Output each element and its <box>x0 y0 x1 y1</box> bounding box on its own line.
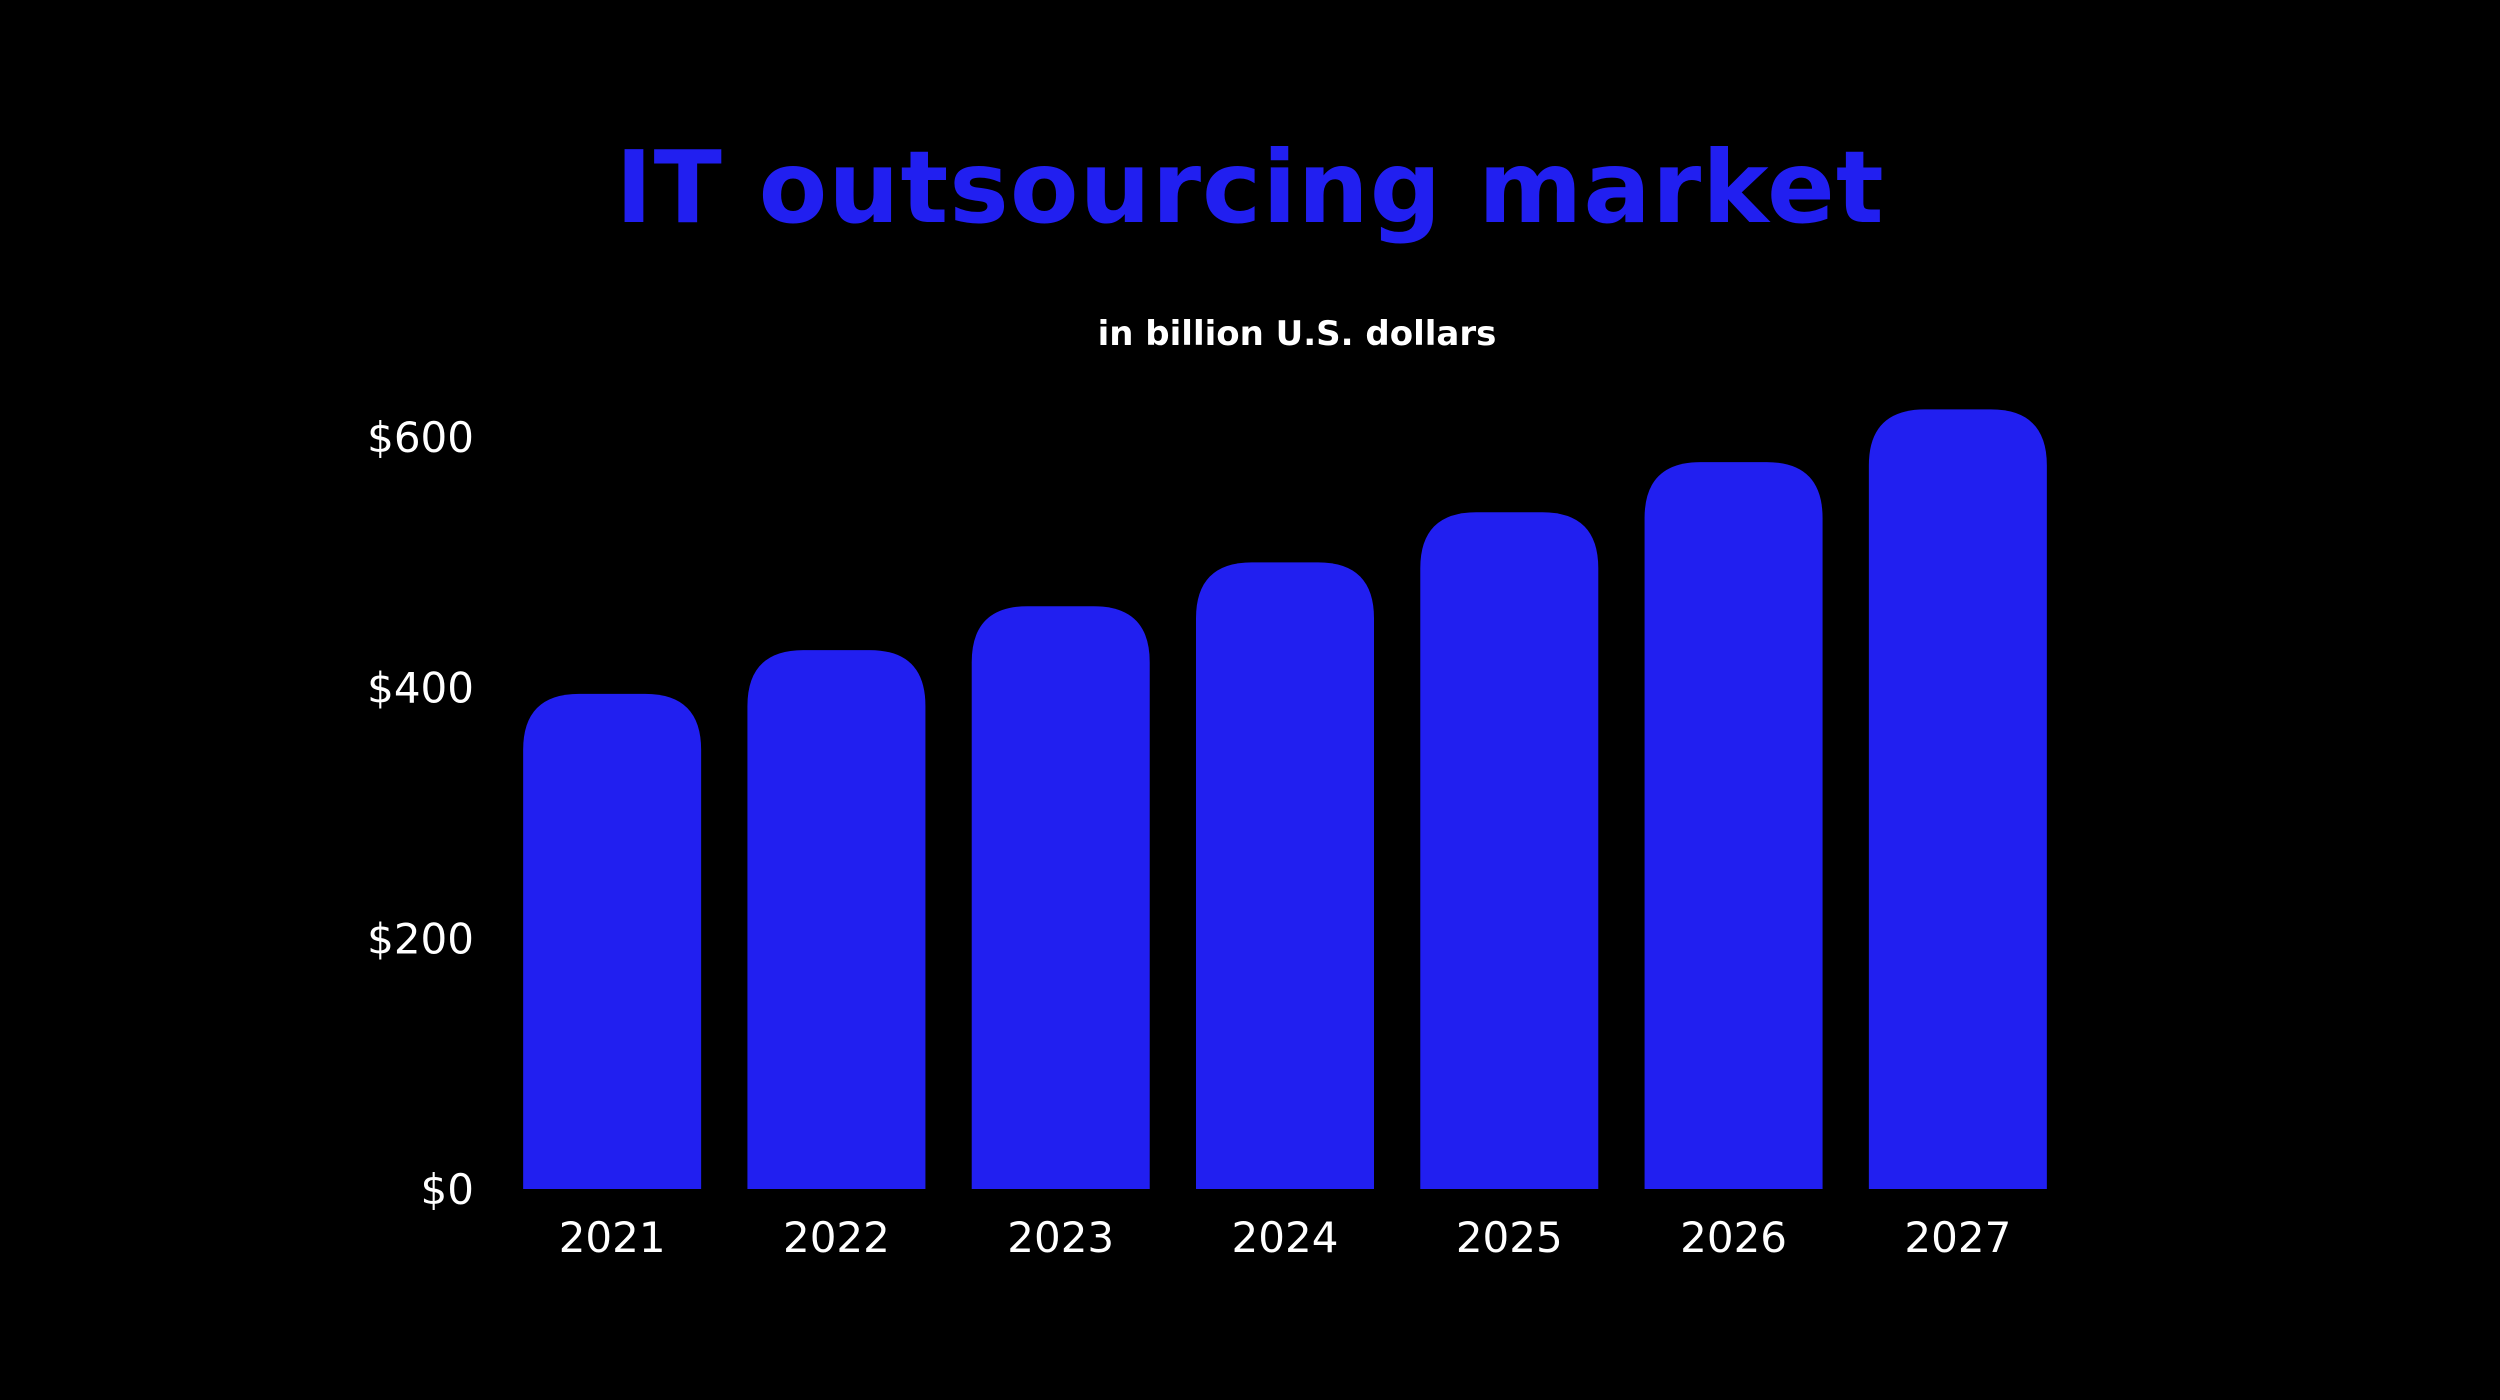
x-tick-label: 2025 <box>1456 1213 1563 1262</box>
x-axis: 2021 2022 2023 2024 2025 2026 2027 <box>559 1213 2012 1262</box>
bar-2024 <box>1196 562 1374 1189</box>
bar-2026 <box>1644 462 1823 1190</box>
x-tick-label: 2023 <box>1007 1213 1114 1262</box>
bar-2023 <box>971 606 1150 1189</box>
y-tick-label: $200 <box>367 914 474 963</box>
y-axis: $0 $200 $400 $600 <box>367 413 474 1214</box>
bars <box>523 409 2047 1190</box>
x-tick-label: 2027 <box>1904 1213 2011 1262</box>
y-tick-label: $600 <box>367 413 474 462</box>
bar-2027 <box>1868 409 2047 1190</box>
bar-2021 <box>523 693 702 1189</box>
chart-title: IT outsourcing market <box>615 129 1885 246</box>
x-tick-label: 2021 <box>559 1213 666 1262</box>
chart-subtitle: in billion U.S. dollars <box>1097 314 1497 354</box>
x-tick-label: 2022 <box>783 1213 890 1262</box>
y-tick-label: $0 <box>421 1165 474 1214</box>
bar-2025 <box>1420 512 1599 1189</box>
bar-2022 <box>747 650 926 1189</box>
x-tick-label: 2024 <box>1232 1213 1339 1262</box>
y-tick-label: $400 <box>367 664 474 713</box>
x-tick-label: 2026 <box>1680 1213 1787 1262</box>
